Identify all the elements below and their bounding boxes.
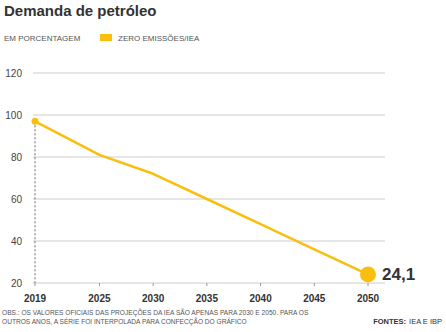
source-text: IEA E IBP — [409, 317, 442, 326]
source-label: FONTES: — [373, 317, 406, 326]
x-tick-label: 2019 — [24, 293, 47, 304]
y-tick-label: 60 — [11, 194, 23, 205]
note: OBS.: OS VALORES OFICIAIS DAS PROJEÇÕES … — [2, 308, 309, 317]
grid — [33, 73, 385, 283]
x-tick — [206, 283, 207, 286]
y-tick-label: 20 — [11, 278, 23, 289]
grid-line — [33, 157, 385, 158]
x-tick — [314, 283, 315, 286]
legend-swatch — [100, 34, 112, 41]
legend-label: ZERO EMISSÕES/IEA — [118, 34, 200, 43]
y-tick-label: 40 — [11, 236, 23, 247]
x-tick-label: 2025 — [88, 293, 111, 304]
x-tick — [99, 283, 100, 286]
chart: Demanda de petróleo EM PORCENTAGEM ZERO EM… — [0, 0, 446, 332]
point — [360, 266, 376, 282]
data-label: 24,1 — [382, 265, 415, 284]
plot-area — [32, 118, 377, 283]
x-tick-label: 2040 — [249, 293, 272, 304]
grid-line — [33, 241, 385, 242]
x-tick-label: 2050 — [357, 293, 380, 304]
title: Demanda de petróleo — [4, 2, 157, 19]
x-tick-label: 2045 — [303, 293, 326, 304]
note: OUTROS ANOS, A SÉRIE FOI INTERPOLADA PAR… — [2, 317, 247, 326]
x-tick — [35, 283, 36, 286]
x-tick — [260, 283, 261, 286]
grid-line — [33, 115, 385, 116]
point — [32, 118, 39, 125]
drop-line — [35, 121, 36, 283]
source: FONTES:IEA E IBP — [373, 317, 442, 326]
x-tick-label: 2030 — [142, 293, 165, 304]
subtitle: EM PORCENTAGEM — [4, 34, 81, 43]
x-tick-label: 2035 — [196, 293, 219, 304]
y-tick-label: 80 — [11, 152, 23, 163]
grid-line — [33, 73, 385, 74]
line — [35, 121, 368, 274]
x-tick — [368, 283, 369, 286]
y-tick-label: 120 — [5, 68, 22, 79]
x-tick — [153, 283, 154, 286]
y-tick-label: 100 — [5, 110, 22, 121]
grid-line — [33, 283, 385, 284]
